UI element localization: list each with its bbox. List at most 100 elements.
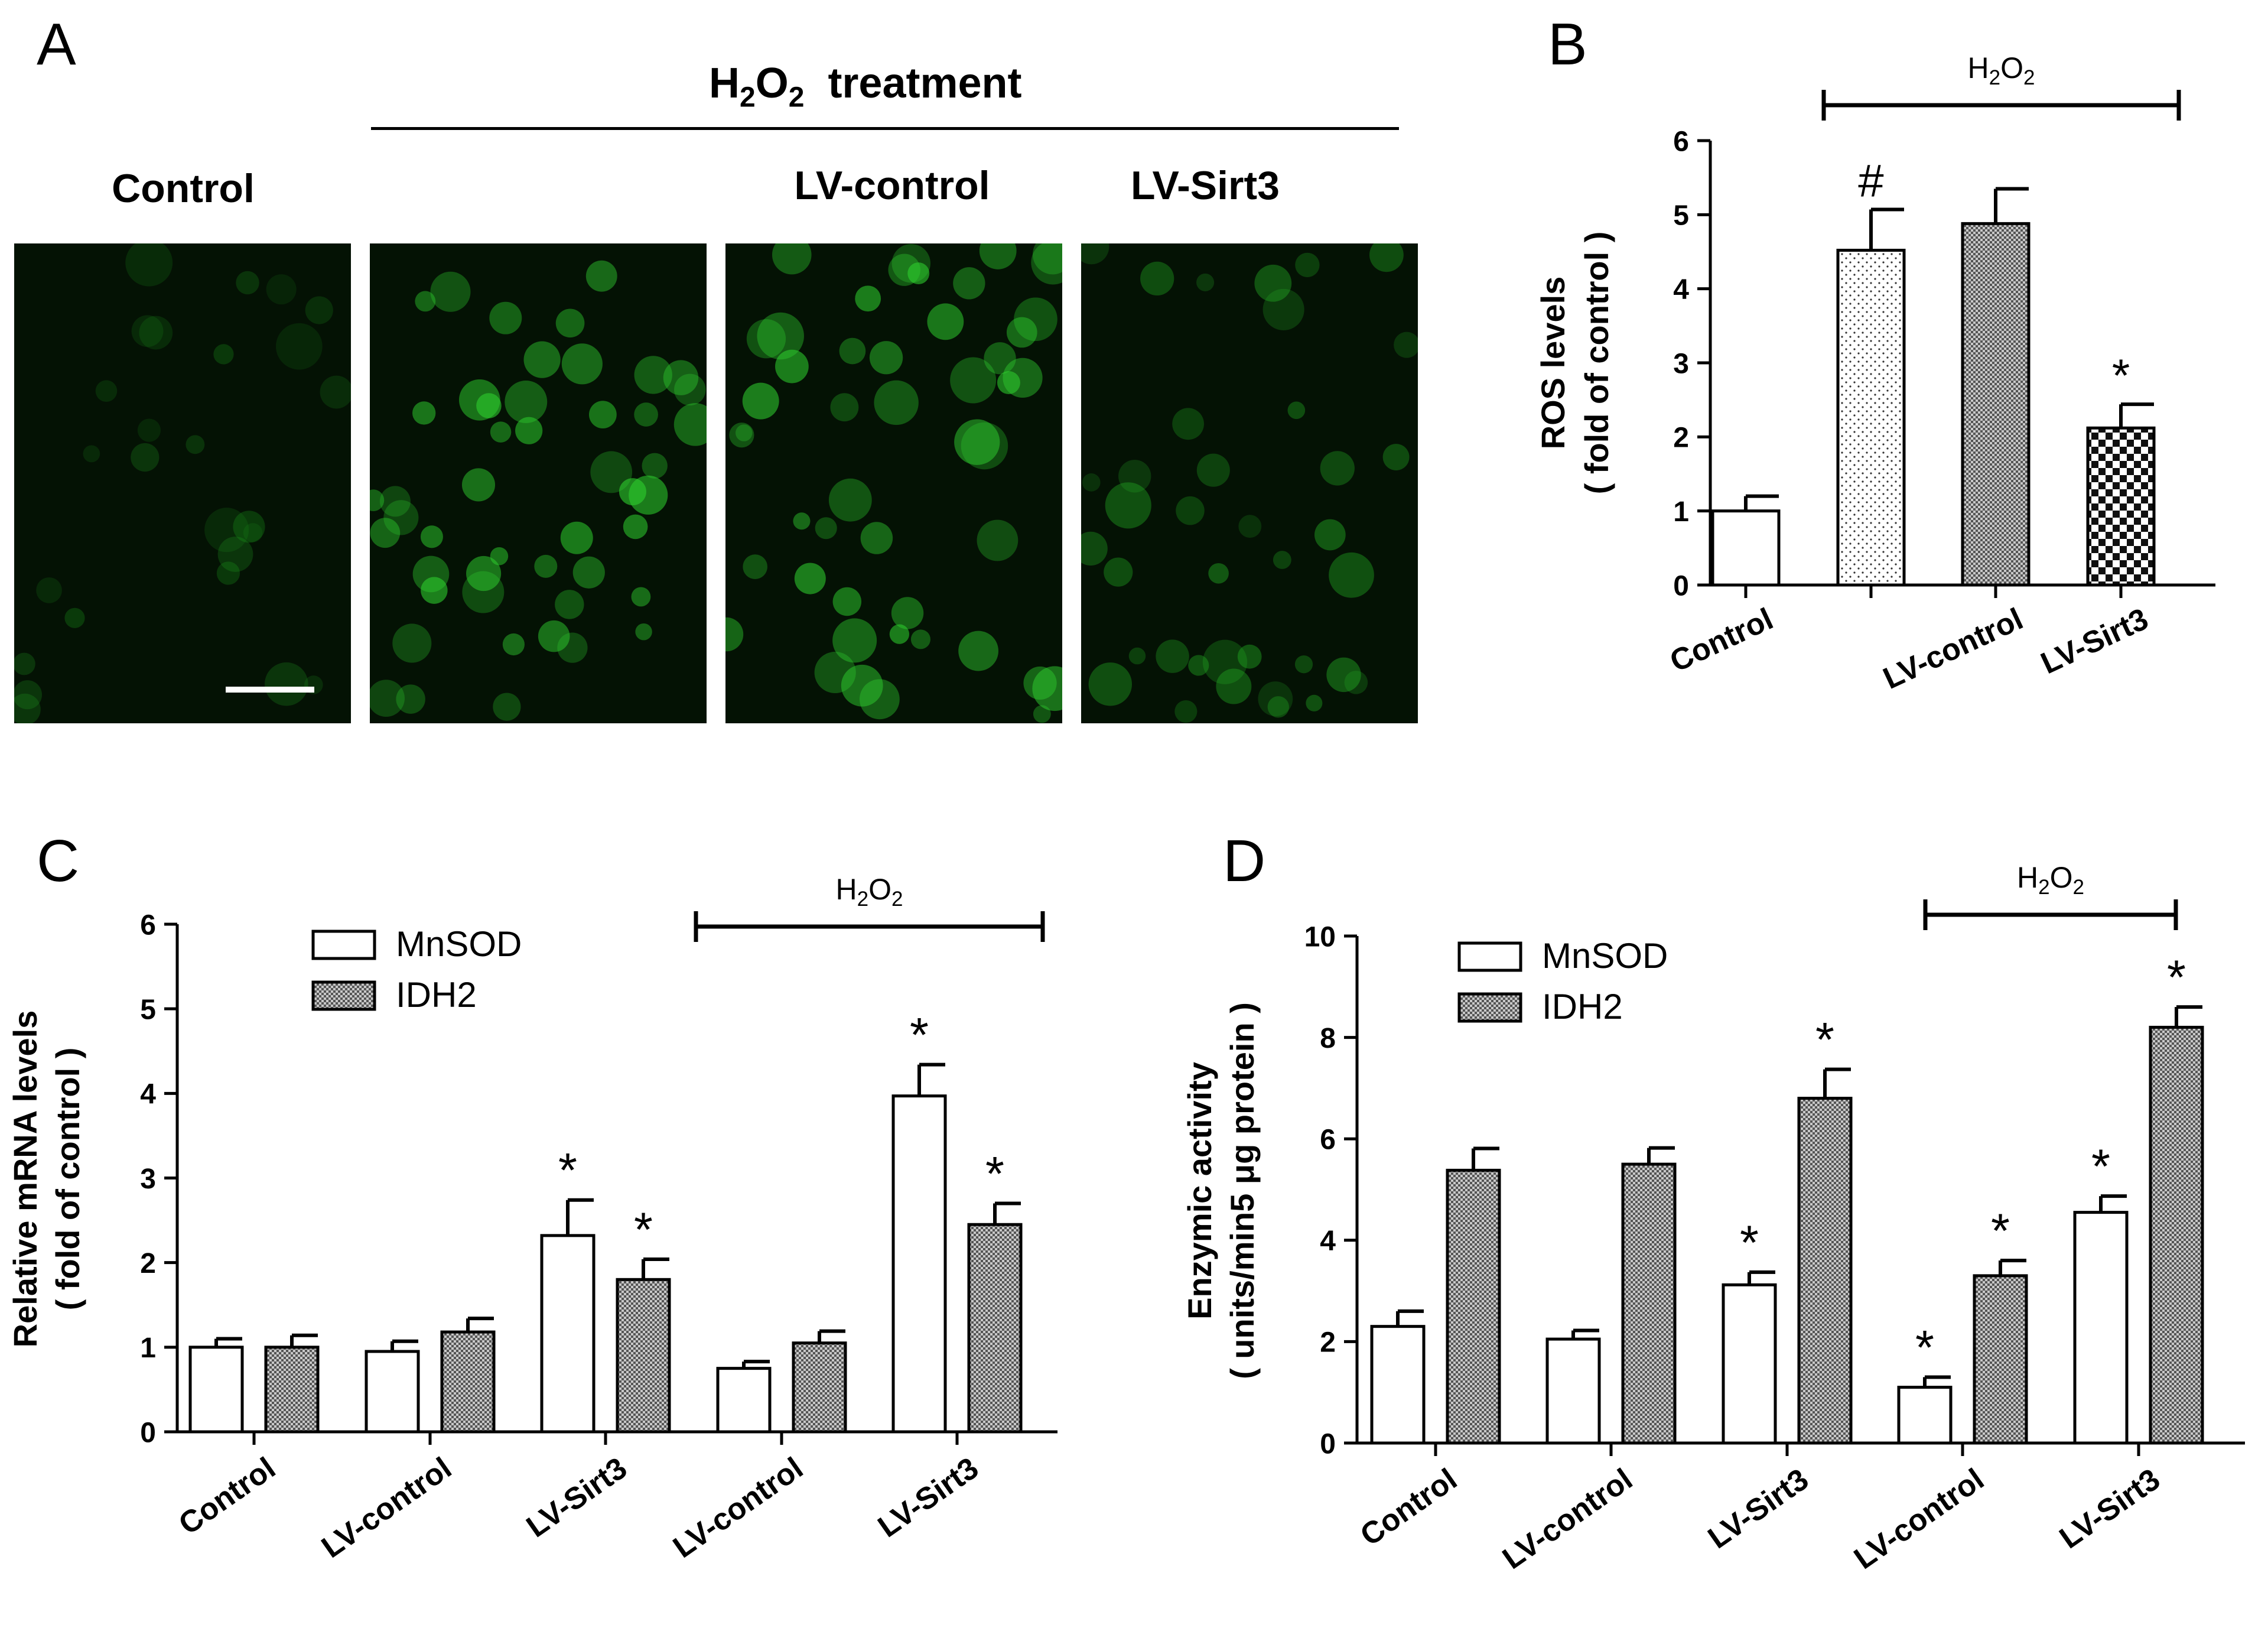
fluorescent-cell: [832, 618, 877, 663]
bracket-label: H2O2: [836, 873, 903, 911]
y-axis-label: Enzymic activity: [1181, 1062, 1218, 1320]
fluorescent-cell: [412, 401, 436, 425]
fluorescent-cell: [204, 508, 249, 553]
fluorescent-cell: [236, 271, 259, 295]
fluorescent-cell: [588, 401, 617, 428]
fluorescent-cell: [1006, 317, 1037, 348]
micrograph-background: [725, 243, 1062, 723]
fluorescent-cell: [14, 693, 41, 723]
fluorescent-cell: [841, 664, 883, 707]
micrograph-background: [1081, 243, 1418, 723]
fluorescent-cell: [1273, 551, 1291, 569]
chart-b: 0 1 2 3 4 5 6 Control # LV-control * LV-Sirt3 H2O2 RO…: [1534, 51, 2215, 696]
y-tick-label: 0: [140, 1417, 156, 1448]
fluorescent-cell: [1196, 273, 1215, 291]
fluorescent-cell: [1081, 531, 1108, 566]
fluorescent-cell: [320, 375, 351, 409]
fluorescent-cell: [266, 274, 297, 305]
fluorescent-cell: [1295, 252, 1320, 278]
fluorescent-cell: [1314, 519, 1346, 551]
fluorescent-cell: [979, 243, 1017, 269]
fluorescent-cell: [14, 680, 43, 710]
fluorescent-cell: [555, 308, 585, 338]
x-tick-label: LV-Sirt3: [1702, 1462, 1815, 1555]
fluorescent-cell: [466, 555, 502, 592]
fluorescent-cell: [95, 380, 118, 402]
fluorescent-cell: [412, 555, 450, 593]
fluorescent-cell: [590, 451, 633, 493]
significance-mark: *: [1740, 1216, 1759, 1270]
panel-a-col-lv-control: LV-control: [794, 163, 990, 208]
bar: [1446, 1168, 1501, 1445]
fluorescent-cell: [736, 424, 753, 441]
fluorescent-cell: [523, 341, 561, 378]
legend-swatch: [1457, 992, 1522, 1023]
y-tick-label: 4: [140, 1079, 156, 1110]
fluorescent-cell: [794, 563, 826, 594]
fluorescent-cell: [538, 620, 570, 652]
fluorescent-cell: [264, 662, 308, 706]
bracket-label: H2O2: [1968, 51, 2035, 89]
fluorescent-cell: [888, 254, 920, 286]
fluorescent-cell: [874, 380, 919, 425]
bar: [1973, 1274, 2028, 1445]
fluorescent-cell: [213, 344, 234, 365]
bar: [792, 1341, 847, 1434]
significance-mark: *: [910, 1009, 929, 1062]
y-tick-label: 3: [1673, 348, 1689, 379]
legend-label: IDH2: [1542, 987, 1623, 1026]
fluorescent-cell: [673, 403, 707, 446]
fluorescent-cell: [305, 296, 333, 324]
fluorescent-cell: [1254, 264, 1292, 302]
fluorescent-cell: [1128, 647, 1146, 665]
legend-swatch: [1457, 941, 1522, 972]
fluorescent-cell: [14, 652, 35, 675]
x-tick-label: LV-control: [667, 1451, 809, 1565]
fluorescent-cell: [83, 445, 100, 463]
fluorescent-cell: [186, 435, 205, 454]
panel-a-treatment-line: [371, 127, 1399, 130]
fluorescent-cell: [1262, 288, 1304, 330]
significance-mark: *: [2091, 1140, 2110, 1194]
significance-mark: *: [2167, 951, 2186, 1005]
fluorescent-cell: [961, 422, 1008, 470]
fluorescent-cell: [370, 680, 405, 717]
bar: [1370, 1325, 1426, 1445]
fluorescent-cell: [1258, 681, 1293, 716]
fluorescent-cell: [1032, 243, 1062, 275]
fluorescent-cell: [430, 271, 471, 312]
fluorescent-cell: [379, 486, 411, 517]
fluorescent-cell: [1238, 515, 1262, 538]
chart-d: 0 2 4 6 8 10 Control LV-control * * LV-Sirt3 * * LV-c…: [1181, 861, 2245, 1576]
bar: [1797, 1097, 1853, 1445]
x-tick-label: LV-control: [1878, 602, 2028, 696]
bar: [2149, 1025, 2204, 1445]
fluorescent-cell: [1294, 655, 1313, 674]
y-tick-label: 2: [140, 1248, 156, 1279]
y-tick-label: 6: [1673, 126, 1689, 157]
fluorescent-cell: [839, 337, 866, 365]
fluorescent-cell: [555, 590, 584, 619]
y-tick-label: 0: [1673, 570, 1689, 602]
fluorescent-cell: [131, 315, 164, 347]
fluorescent-cell: [907, 262, 930, 285]
fluorescent-cell: [725, 617, 744, 652]
fluorescent-cell: [1369, 243, 1404, 272]
fluorescent-cell: [1196, 453, 1230, 487]
micrograph-lv-sirt3: [1081, 243, 1418, 723]
fluorescent-cell: [642, 453, 668, 479]
x-tick-label: LV-control: [315, 1451, 458, 1565]
fluorescent-cell: [891, 597, 924, 629]
y-tick-label: 0: [1320, 1428, 1336, 1460]
fluorescent-cell: [984, 342, 1016, 375]
micrograph-svg: [1081, 243, 1418, 723]
fluorescent-cell: [502, 633, 525, 656]
fluorescent-cell: [1208, 563, 1229, 584]
fluorescent-cell: [742, 382, 779, 420]
fluorescent-cell: [1287, 401, 1306, 420]
fluorescent-cell: [461, 468, 496, 502]
y-axis-label-sub: ( fold of control ): [1578, 232, 1615, 495]
fluorescent-cell: [585, 260, 617, 292]
fluorescent-cell: [1118, 460, 1151, 493]
